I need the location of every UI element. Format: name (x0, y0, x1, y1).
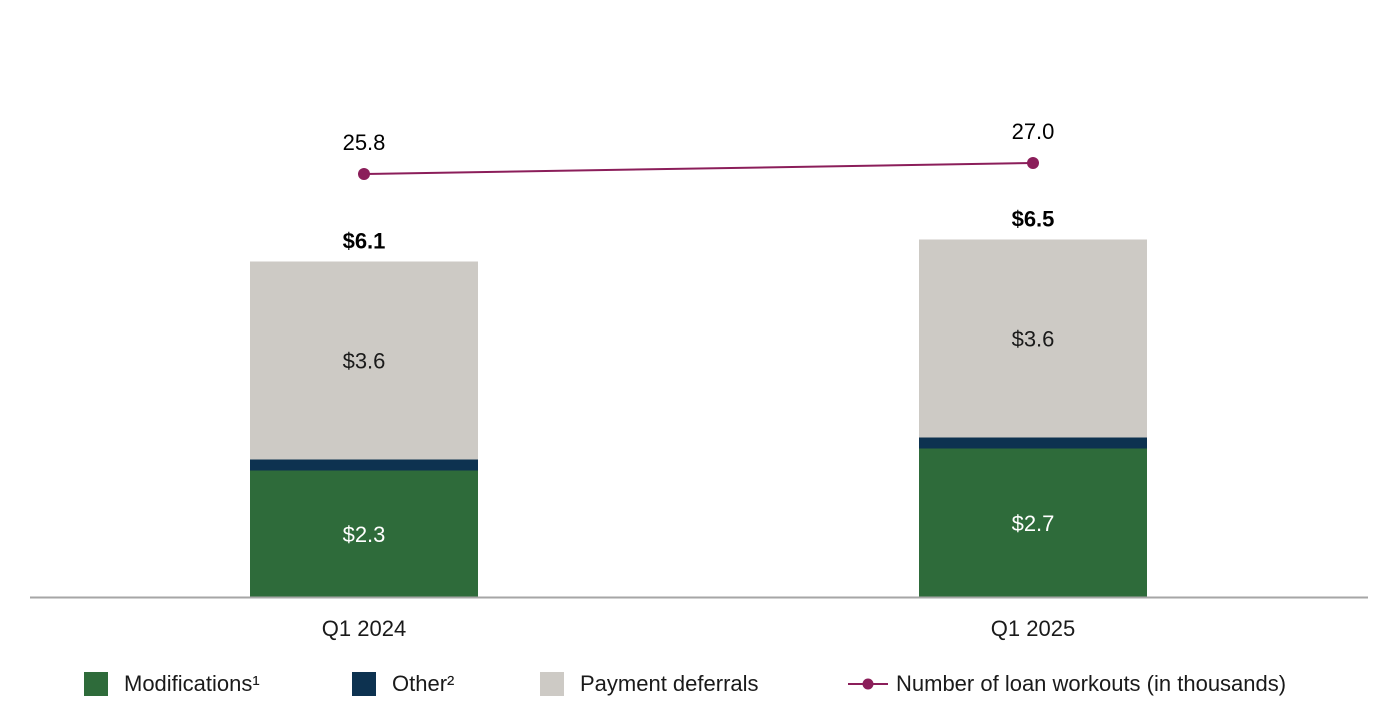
legend-label-other: Other² (392, 671, 455, 696)
x-tick-label-q1-2025: Q1 2025 (991, 616, 1075, 641)
legend: Modifications¹ Other² Payment deferrals … (0, 662, 1398, 706)
x-tick-label-q1-2024: Q1 2024 (322, 616, 406, 641)
chart: $2.3 $3.6 $6.1 Q1 2024 $2.7 $3.6 $6.5 Q1 2025 2… (30, 119, 1368, 642)
line-label-q1-2025: 27.0 (1012, 119, 1055, 144)
legend-swatch-payment-deferrals (540, 672, 564, 696)
line-label-q1-2024: 25.8 (343, 130, 386, 155)
data-label-payment-deferrals-q1-2025: $3.6 (1012, 327, 1055, 352)
line-point-q1-2024 (358, 168, 370, 180)
data-label-modifications-q1-2025: $2.7 (1012, 511, 1055, 536)
bar-other-q1-2025 (919, 437, 1147, 449)
bar-modifications-q1-2024 (250, 470, 478, 597)
legend-item-payment-deferrals: Payment deferrals (540, 662, 759, 706)
legend-label-modifications: Modifications¹ (124, 671, 260, 696)
total-label-q1-2025: $6.5 (1012, 207, 1055, 232)
bar-payment-deferrals-q1-2025 (919, 239, 1147, 438)
legend-item-other: Other² (352, 662, 454, 706)
bar-payment-deferrals-q1-2024 (250, 261, 478, 460)
legend-label-loan-workouts: Number of loan workouts (in thousands) (896, 671, 1287, 696)
legend-item-modifications: Modifications¹ (84, 662, 260, 706)
bar-modifications-q1-2025 (919, 448, 1147, 597)
total-label-q1-2024: $6.1 (343, 229, 386, 254)
legend-line-marker-icon (848, 678, 888, 690)
data-label-payment-deferrals-q1-2024: $3.6 (343, 349, 386, 374)
legend-label-payment-deferrals: Payment deferrals (580, 671, 759, 696)
legend-item-loan-workouts: Number of loan workouts (in thousands) (848, 662, 1286, 706)
bars-layer (250, 239, 1147, 597)
labels-layer: $2.3 $3.6 $6.1 Q1 2024 $2.7 $3.6 $6.5 Q1 2025 (322, 207, 1075, 642)
bar-other-q1-2024 (250, 459, 478, 471)
legend-swatch-other (352, 672, 376, 696)
line-layer: 25.8 27.0 (343, 119, 1055, 180)
data-label-modifications-q1-2024: $2.3 (343, 522, 386, 547)
line-loan-workouts (363, 162, 1034, 175)
line-point-q1-2025 (1027, 157, 1039, 169)
legend-swatch-modifications (84, 672, 108, 696)
